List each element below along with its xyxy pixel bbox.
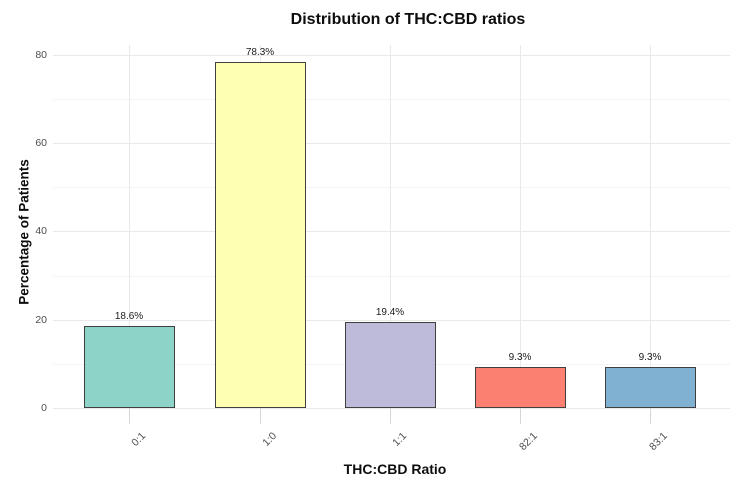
x-gridline xyxy=(520,45,521,408)
x-gridline xyxy=(390,45,391,408)
y-gridline-minor xyxy=(53,275,730,277)
y-tick-label: 0 xyxy=(41,402,47,414)
y-tick-label: 40 xyxy=(35,225,47,238)
bar-82-1 xyxy=(474,366,566,408)
y-gridline-major xyxy=(53,54,730,56)
bar-value-label: 9.3% xyxy=(638,351,662,363)
x-axis-tick xyxy=(260,408,261,424)
x-tick-label: 1:0 xyxy=(260,430,280,449)
x-tick-label: 82:1 xyxy=(516,430,540,453)
y-tick-label: 20 xyxy=(35,313,47,326)
y-gridline-major xyxy=(53,231,730,233)
x-gridline xyxy=(650,45,651,408)
y-gridline-minor xyxy=(53,98,730,100)
bar-value-label: 18.6% xyxy=(114,310,144,322)
x-axis-tick xyxy=(129,408,130,424)
bar-value-label: 9.3% xyxy=(508,351,532,363)
x-tick-label: 0:1 xyxy=(129,430,149,449)
y-gridline-major xyxy=(53,319,730,321)
y-gridline-major xyxy=(53,408,730,409)
x-tick-label: 83:1 xyxy=(646,430,670,453)
y-gridline-minor xyxy=(53,187,730,189)
bar-83-1 xyxy=(604,366,696,408)
x-tick-label: 1:1 xyxy=(390,430,410,449)
y-gridline-major xyxy=(53,143,730,145)
y-tick-label: 60 xyxy=(35,137,47,150)
bar-1-1 xyxy=(344,322,436,408)
x-axis-tick xyxy=(390,408,391,424)
bar-value-label: 78.3% xyxy=(245,47,275,59)
chart-title: Distribution of THC:CBD ratios xyxy=(290,11,526,28)
bar-value-label: 19.4% xyxy=(375,307,405,319)
x-axis-tick xyxy=(520,408,521,424)
bar-1-0 xyxy=(214,62,306,408)
x-gridline xyxy=(129,45,130,408)
x-axis-tick xyxy=(650,408,651,424)
y-tick-label: 80 xyxy=(35,48,47,61)
x-axis-title: THC:CBD Ratio xyxy=(343,461,447,477)
bar-0-1 xyxy=(83,325,175,408)
